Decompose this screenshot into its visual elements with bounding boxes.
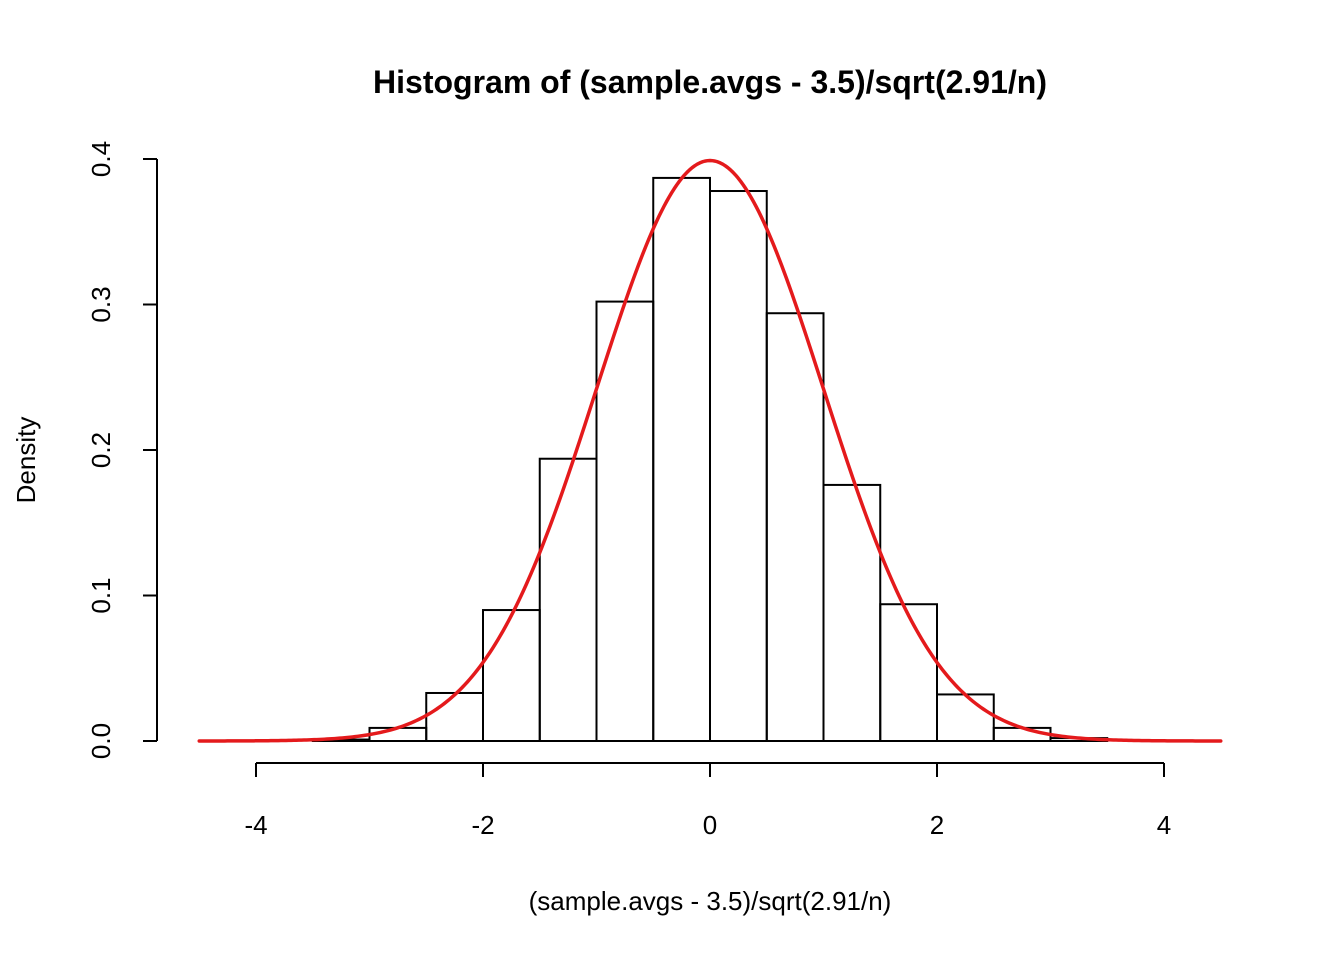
x-tick-label-2: 0 [703, 810, 717, 840]
chart-title: Histogram of (sample.avgs - 3.5)/sqrt(2.… [373, 64, 1047, 100]
y-tick-label-4: 0.4 [86, 141, 116, 177]
histogram-bars [311, 176, 1109, 743]
x-tick-label-1: -2 [471, 810, 494, 840]
y-axis: 0.0 0.1 0.2 0.3 0.4 [86, 141, 158, 759]
y-axis-label: Density [11, 417, 41, 504]
histogram-bar-10 [879, 603, 938, 742]
x-axis: -4 -2 0 2 4 [244, 762, 1171, 840]
x-axis-label: (sample.avgs - 3.5)/sqrt(2.91/n) [529, 886, 892, 916]
histogram-bar-7 [709, 190, 768, 742]
histogram-bar-6 [652, 176, 711, 743]
x-tick-label-4: 4 [1157, 810, 1171, 840]
y-tick-label-0: 0.0 [86, 723, 116, 759]
x-tick-label-3: 2 [930, 810, 944, 840]
normal-density-curve [197, 158, 1223, 743]
y-tick-label-2: 0.2 [86, 432, 116, 468]
y-tick-label-1: 0.1 [86, 577, 116, 613]
x-tick-label-0: -4 [244, 810, 267, 840]
histogram-bar-4 [538, 457, 598, 742]
histogram-bar-9 [822, 483, 882, 742]
histogram-bar-2 [425, 691, 484, 742]
histogram-bar-3 [482, 609, 541, 742]
histogram-bar-8 [765, 312, 825, 742]
y-tick-label-3: 0.3 [86, 286, 116, 322]
histogram-bar-11 [936, 693, 995, 743]
